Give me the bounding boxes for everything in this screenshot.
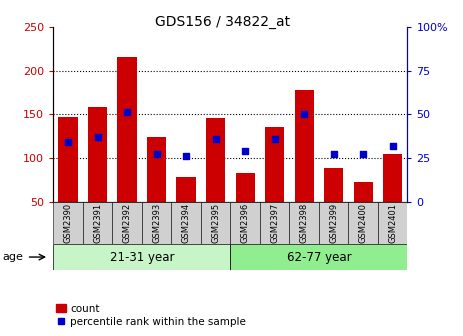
Bar (260, 202, 289, 244)
Text: GSM2394: GSM2394 (181, 203, 191, 243)
Text: GSM2401: GSM2401 (388, 203, 397, 243)
Bar (378, 202, 407, 244)
Bar (383, 154, 402, 245)
Text: GSM2399: GSM2399 (329, 203, 338, 243)
Text: 62-77 year: 62-77 year (287, 251, 351, 263)
Bar (294, 90, 314, 245)
Text: GSM2398: GSM2398 (300, 203, 309, 243)
Point (359, 152, 367, 157)
Bar (88, 107, 107, 245)
Point (94, 134, 101, 140)
Point (123, 110, 131, 115)
Bar (83, 202, 113, 244)
Bar (53, 244, 231, 270)
Point (153, 152, 160, 157)
Text: GSM2395: GSM2395 (211, 203, 220, 243)
Text: GSM2400: GSM2400 (359, 203, 368, 243)
Bar (289, 202, 319, 244)
Bar (265, 127, 284, 245)
Text: GSM2393: GSM2393 (152, 203, 161, 243)
Bar (324, 168, 343, 245)
Bar (236, 173, 255, 245)
Point (241, 148, 249, 154)
Bar (113, 202, 142, 244)
Bar (118, 57, 137, 245)
Bar (58, 117, 78, 245)
Point (64, 139, 72, 145)
Bar (142, 202, 171, 244)
Bar (53, 202, 83, 244)
Bar (231, 244, 407, 270)
Point (182, 154, 190, 159)
Point (330, 152, 338, 157)
Bar (354, 182, 373, 245)
Legend: count, percentile rank within the sample: count, percentile rank within the sample (51, 299, 250, 331)
Bar (201, 202, 231, 244)
Bar (206, 118, 225, 245)
Text: age: age (2, 252, 23, 262)
Bar (231, 202, 260, 244)
Text: GSM2390: GSM2390 (63, 203, 73, 243)
Bar (176, 177, 196, 245)
Text: GSM2397: GSM2397 (270, 203, 279, 243)
Text: GDS156 / 34822_at: GDS156 / 34822_at (155, 15, 290, 29)
Text: GSM2392: GSM2392 (123, 203, 131, 243)
Point (389, 143, 396, 149)
Point (271, 136, 278, 141)
Text: GSM2396: GSM2396 (241, 203, 250, 243)
Bar (171, 202, 201, 244)
Bar (147, 137, 166, 245)
Bar (319, 202, 349, 244)
Point (300, 112, 308, 117)
Point (212, 136, 219, 141)
Text: 21-31 year: 21-31 year (110, 251, 174, 263)
Bar (349, 202, 378, 244)
Text: GSM2391: GSM2391 (93, 203, 102, 243)
